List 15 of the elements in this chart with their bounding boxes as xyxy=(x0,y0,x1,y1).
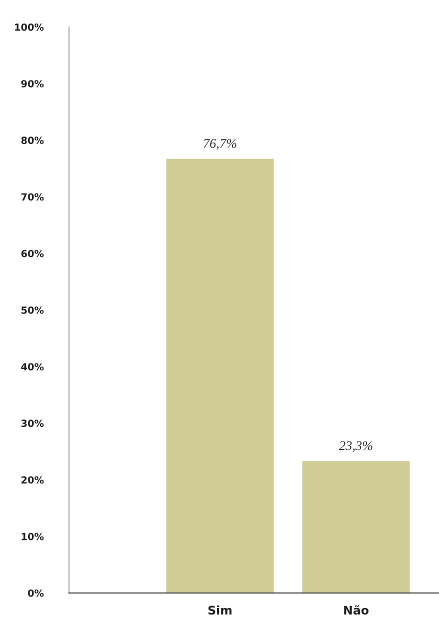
y-tick-label: 70% xyxy=(21,193,44,201)
y-tick-label: 40% xyxy=(21,363,44,370)
data-label: 76,7% xyxy=(204,138,236,150)
y-tick-label: 80% xyxy=(21,136,44,144)
y-tick-label: 0% xyxy=(28,589,44,597)
y-tick-label: 20% xyxy=(22,476,44,484)
y-tick-label: 30% xyxy=(21,420,44,428)
x-tick-label: Não xyxy=(344,605,368,615)
y-tick-label: 90% xyxy=(21,80,44,88)
data-label: 23,3% xyxy=(338,441,372,452)
y-tick-label: 50% xyxy=(21,306,44,314)
y-tick-label: 100% xyxy=(15,23,44,31)
y-tick-label: 60% xyxy=(21,250,44,258)
x-tick-label: Sim xyxy=(208,606,232,615)
y-tick-label: 10% xyxy=(22,532,44,540)
